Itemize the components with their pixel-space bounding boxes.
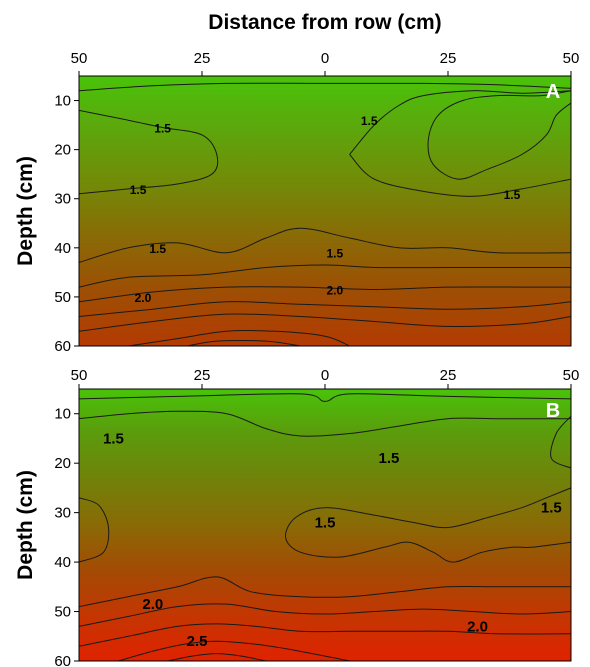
- x-axis-title: Distance from row (cm): [208, 11, 441, 34]
- x-tick-label: 25: [194, 50, 211, 67]
- y-tick-label: 60: [54, 653, 71, 667]
- x-tick-label: 0: [321, 367, 329, 384]
- contour-field: [79, 76, 571, 346]
- contour-label: 1.5: [379, 450, 400, 467]
- panel-label: B: [546, 400, 560, 422]
- contour-lines: [79, 393, 571, 661]
- y-tick-label: 30: [54, 191, 71, 208]
- x-tick-label: 50: [563, 367, 580, 384]
- y-tick-label: 30: [54, 505, 71, 522]
- contour-line-c4: [427, 90, 571, 180]
- y-tick-label: 50: [54, 289, 71, 306]
- contour-label: 1.5: [504, 188, 521, 202]
- contour-label: 2.0: [326, 284, 343, 298]
- contour-line-c1: [79, 82, 571, 92]
- y-tick-label: 10: [54, 406, 71, 423]
- contour-line-c12: [187, 340, 301, 346]
- contour-line-c7: [79, 264, 571, 288]
- panel-b: 1.5 1.5 1.5 1.5 2.0 2.0 2.5 50 25 0 25 50 10 20 30 40 50…: [14, 367, 579, 667]
- contour-line-c9: [79, 301, 571, 317]
- contour-label: 2.0: [142, 596, 163, 613]
- y-tick-label: 50: [54, 604, 71, 621]
- contour-line-c6: [79, 227, 571, 263]
- contour-label: 1.5: [149, 242, 166, 256]
- x-tick-label: 0: [321, 50, 329, 67]
- contour-label: 2.0: [467, 618, 488, 635]
- y-tick-label: 20: [54, 142, 71, 159]
- panel-a: 1.5 1.5 1.5 1.5 1.5 1.5 2.0 2.0 50 25 0 25 50 10 20 30 4…: [14, 50, 579, 355]
- y-tick-label: 60: [54, 338, 71, 355]
- contour-line-c8: [79, 623, 571, 647]
- y-tick-label: 40: [54, 240, 71, 257]
- contour-line-c10: [167, 653, 267, 661]
- x-tick-label: 50: [71, 50, 88, 67]
- contour-line-c5: [285, 487, 571, 563]
- x-tick-label: 25: [194, 367, 211, 384]
- y-tick-label: 20: [54, 455, 71, 472]
- contour-line-c6: [79, 576, 571, 608]
- contour-label: 1.5: [130, 183, 147, 197]
- x-tick-label: 50: [563, 50, 580, 67]
- x-tick-label: 25: [440, 367, 457, 384]
- y-axis-title: Depth (cm): [14, 156, 37, 266]
- contour-line-c2: [79, 109, 219, 195]
- contour-label: 1.5: [326, 247, 343, 261]
- contour-label: 1.5: [315, 515, 336, 532]
- y-axis-title: Depth (cm): [14, 470, 37, 580]
- contour-label: 2.0: [135, 291, 152, 305]
- x-tick-label: 25: [440, 50, 457, 67]
- contour-line-c11: [128, 330, 350, 346]
- contour-label: 1.5: [541, 500, 562, 517]
- contour-line-c10: [79, 313, 571, 332]
- contour-line-c9: [118, 640, 350, 661]
- y-tick-label: 40: [54, 554, 71, 571]
- contour-line-c5: [349, 154, 571, 197]
- contour-label: 1.5: [154, 122, 171, 136]
- contour-line-c1: [79, 393, 571, 402]
- y-tick-label: 10: [54, 93, 71, 110]
- x-tick-label: 50: [71, 367, 88, 384]
- contour-line-c4: [79, 497, 110, 563]
- contour-lines: [79, 82, 571, 346]
- contour-line-c7: [79, 603, 571, 627]
- panel-label: A: [546, 81, 560, 103]
- contour-line-c8: [79, 286, 571, 303]
- contour-line-c3: [550, 415, 571, 469]
- contour-label: 1.5: [103, 430, 124, 447]
- contour-field: [79, 389, 571, 661]
- contour-label: 1.5: [361, 114, 378, 128]
- contour-label: 2.5: [187, 633, 208, 650]
- contour-line-c3: [349, 90, 571, 155]
- contour-line-c2: [79, 410, 571, 437]
